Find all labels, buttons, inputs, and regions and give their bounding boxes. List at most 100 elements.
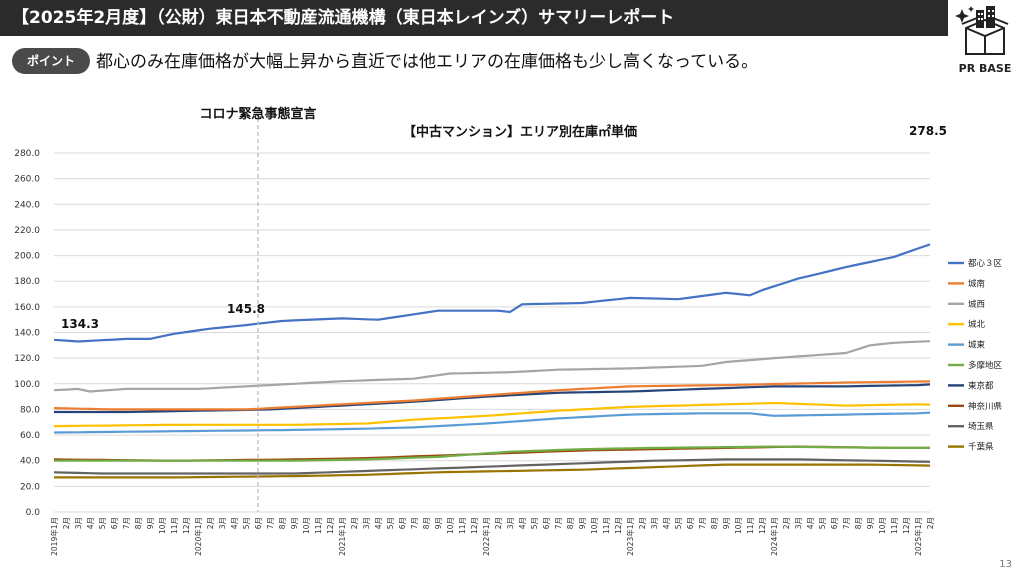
x-tick-label: 2024年1月	[769, 517, 779, 556]
x-tick-label: 9月	[146, 517, 155, 529]
y-tick-label: 280.0	[14, 149, 40, 159]
x-tick-label: 9月	[866, 517, 875, 529]
legend-label: 城東	[968, 340, 986, 351]
x-tick-label: 4月	[374, 517, 383, 529]
x-tick-label: 2月	[638, 517, 647, 529]
x-tick-label: 10月	[590, 517, 599, 534]
y-tick-label: 240.0	[14, 200, 40, 210]
series-line-東京都	[54, 383, 931, 414]
legend-label: 埼玉県	[968, 421, 994, 432]
data-label: 145.8	[227, 302, 265, 316]
x-tick-label: 2月	[350, 517, 359, 529]
legend-label: 城南	[968, 278, 985, 289]
x-tick-label: 2020年1月	[193, 517, 203, 556]
x-tick-label: 4月	[518, 517, 527, 529]
x-tick-label: 9月	[434, 517, 443, 529]
x-tick-label: 9月	[290, 517, 299, 529]
x-tick-label: 2月	[782, 517, 791, 529]
x-tick-label: 6月	[398, 517, 407, 529]
logo-text: PR BASE	[958, 62, 1012, 75]
x-tick-label: 4月	[86, 517, 95, 529]
y-tick-label: 160.0	[14, 303, 40, 313]
x-tick-label: 2025年1月	[913, 517, 923, 556]
x-tick-label: 7月	[554, 517, 563, 529]
series-line-多摩地区	[54, 445, 930, 462]
x-tick-label: 3月	[794, 517, 803, 529]
legend-label: 城西	[968, 300, 985, 310]
x-tick-label: 10月	[446, 517, 455, 534]
x-tick-label: 8月	[134, 517, 143, 529]
x-tick-label: 10月	[158, 517, 167, 534]
legend-label: 多摩地区	[968, 360, 1003, 371]
x-tick-label: 10月	[302, 517, 311, 534]
legend-label: 都心３区	[968, 259, 1003, 269]
x-tick-label: 8月	[854, 517, 863, 529]
x-tick-label: 8月	[422, 517, 431, 529]
x-tick-label: 6月	[686, 517, 695, 529]
x-tick-label: 2021年1月	[337, 517, 347, 556]
y-tick-label: 40.0	[20, 457, 40, 467]
pr-base-logo: PR BASE	[952, 6, 1018, 76]
y-tick-label: 220.0	[14, 226, 40, 236]
x-tick-label: 4月	[806, 517, 815, 529]
x-tick-label: 8月	[278, 517, 287, 529]
report-header: 【2025年2月度】（公財）東日本不動産流通機構（東日本レインズ）サマリーレポー…	[0, 0, 948, 36]
x-tick-label: 5月	[818, 517, 827, 529]
series-line-都心３区	[53, 243, 931, 343]
point-badge: ポイント	[12, 48, 90, 74]
x-tick-label: 7月	[842, 517, 851, 529]
x-tick-label: 11月	[458, 517, 467, 534]
y-tick-label: 20.0	[20, 482, 40, 492]
series-line-埼玉県	[53, 458, 931, 475]
series-line-城東	[53, 411, 931, 434]
report-title: 【2025年2月度】（公財）東日本不動産流通機構（東日本レインズ）サマリーレポー…	[12, 8, 675, 28]
x-tick-label: 10月	[734, 517, 743, 534]
covid-marker-label: コロナ緊急事態宣言	[199, 106, 316, 122]
y-tick-label: 200.0	[14, 252, 40, 262]
legend-label: 城北	[968, 320, 986, 330]
x-tick-label: 2022年1月	[481, 517, 491, 556]
x-tick-label: 12月	[614, 517, 623, 534]
x-tick-label: 5月	[242, 517, 251, 529]
x-tick-label: 12月	[326, 517, 335, 534]
x-tick-label: 7月	[122, 517, 131, 529]
x-tick-label: 9月	[722, 517, 731, 529]
y-tick-label: 80.0	[20, 405, 40, 415]
y-tick-label: 140.0	[14, 329, 40, 339]
x-tick-label: 5月	[674, 517, 683, 529]
y-tick-label: 60.0	[20, 431, 40, 441]
series-line-城西	[53, 340, 931, 393]
chart-title: 【中古マンション】エリア別在庫㎡単価	[403, 124, 637, 140]
series-line-城南	[53, 380, 931, 411]
y-tick-label: 120.0	[14, 354, 40, 364]
x-tick-label: 3月	[650, 517, 659, 529]
building-box-logo-icon	[955, 6, 1009, 55]
x-tick-label: 7月	[266, 517, 275, 529]
legend-label: 神奈川県	[968, 401, 1003, 412]
legend-label: 東京都	[968, 380, 994, 391]
x-tick-label: 11月	[890, 517, 899, 534]
x-tick-label: 7月	[410, 517, 419, 529]
x-tick-label: 6月	[110, 517, 119, 529]
x-tick-label: 11月	[314, 517, 323, 534]
x-tick-label: 11月	[746, 517, 755, 534]
page-number: 13	[999, 559, 1012, 570]
x-tick-label: 6月	[542, 517, 551, 529]
x-tick-label: 4月	[662, 517, 671, 529]
x-tick-label: 12月	[470, 517, 479, 534]
data-label: 134.3	[61, 317, 99, 331]
x-tick-label: 2019年1月	[49, 517, 59, 556]
x-tick-label: 3月	[74, 517, 83, 529]
x-tick-label: 5月	[386, 517, 395, 529]
x-tick-label: 2023年1月	[625, 517, 635, 556]
x-tick-label: 4月	[230, 517, 239, 529]
data-label: 278.5	[909, 124, 947, 138]
x-tick-label: 12月	[902, 517, 911, 534]
x-tick-label: 11月	[602, 517, 611, 534]
x-tick-label: 5月	[530, 517, 539, 529]
series-line-千葉県	[54, 463, 931, 479]
y-tick-label: 260.0	[14, 175, 40, 185]
x-tick-label: 8月	[710, 517, 719, 529]
series-line-城北	[53, 401, 931, 428]
